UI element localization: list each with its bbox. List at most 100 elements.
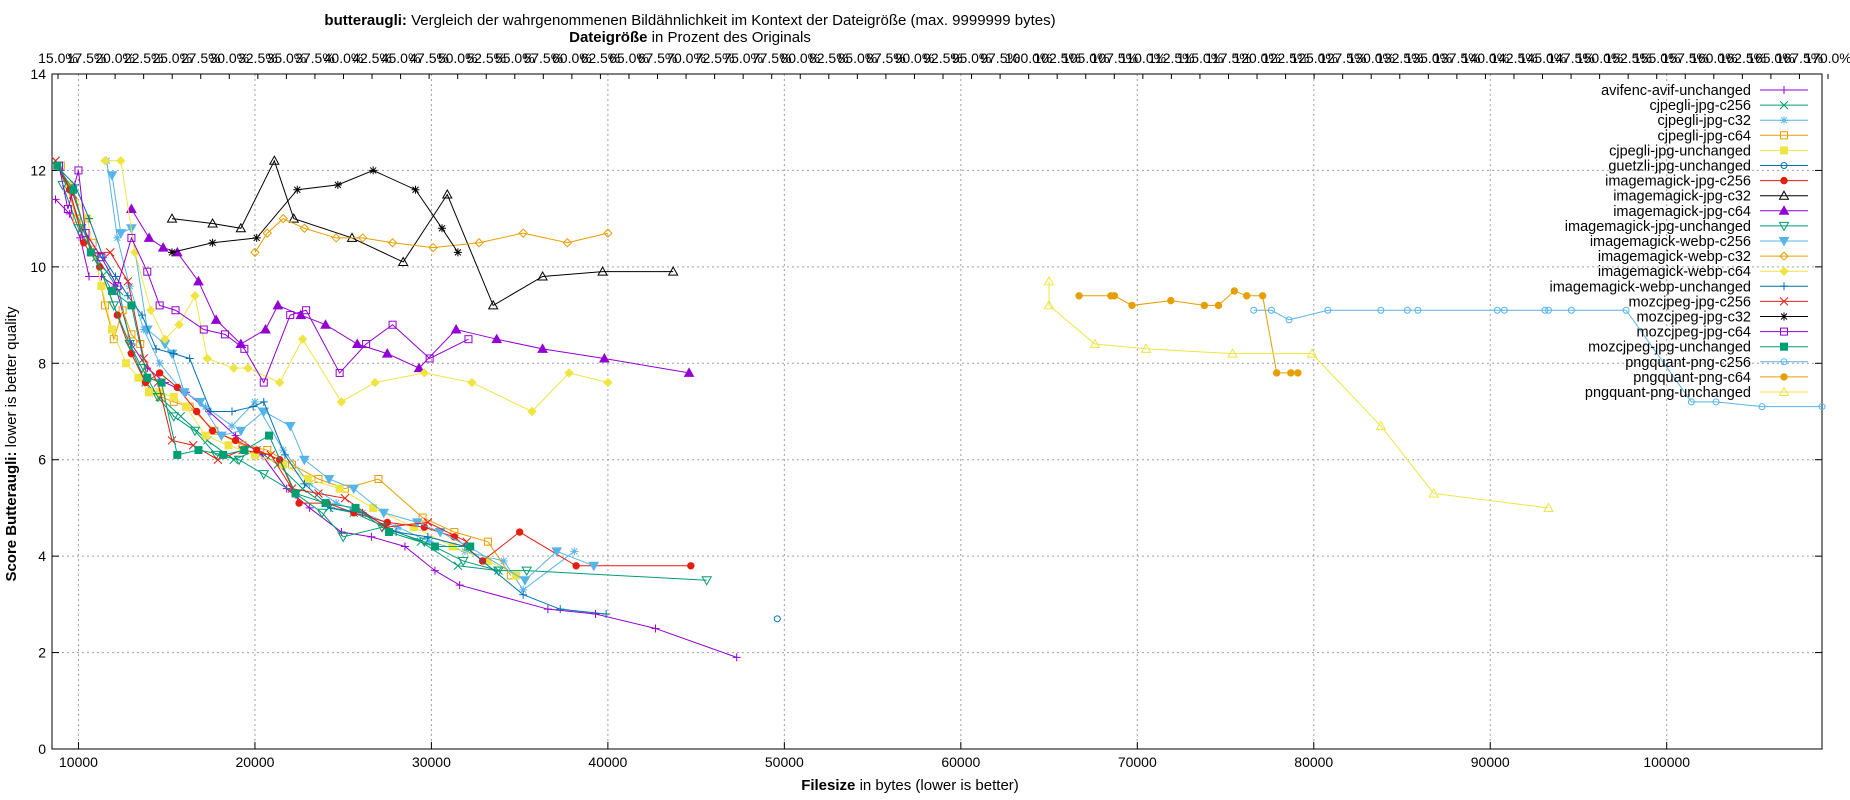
- data-point: [206, 407, 215, 416]
- data-point: [160, 334, 170, 344]
- series-imagemagick-webp-c32: [250, 213, 613, 258]
- data-point: [519, 576, 531, 586]
- series-line: [104, 160, 609, 413]
- data-point: [297, 334, 308, 344]
- data-point: [302, 306, 311, 315]
- data-point: [235, 222, 247, 233]
- data-point: [168, 248, 176, 257]
- data-point: [201, 431, 210, 440]
- top-tick-label: 70.0%: [666, 50, 706, 66]
- data-point: [260, 324, 271, 334]
- data-point: [168, 412, 180, 422]
- data-point: [171, 306, 180, 315]
- y-tick-label: 0: [38, 741, 46, 757]
- top-tick-label: 107.5%: [1091, 50, 1138, 66]
- top-tick-label: 92.5%: [923, 50, 963, 66]
- data-point: [166, 213, 178, 223]
- top-tick-label: 117.5%: [1205, 50, 1251, 66]
- data-point: [194, 446, 203, 455]
- x-tick-label: 80000: [1294, 754, 1333, 770]
- legend-label: pngquant-png-unchanged: [1585, 385, 1751, 401]
- top-tick-label: 57.5%: [523, 50, 563, 66]
- data-point: [305, 479, 314, 488]
- top-tick-label: 152.5%: [1604, 50, 1651, 66]
- legend-entry: cjpegli-jpg-c64: [1658, 128, 1808, 144]
- legend-marker: [1778, 221, 1790, 232]
- data-point: [1128, 301, 1136, 310]
- series-guetzli-jpg-unchanged: [773, 615, 781, 623]
- series-line: [55, 199, 737, 658]
- data-point: [155, 369, 164, 377]
- data-point: [1167, 296, 1175, 305]
- data-point: [1214, 301, 1223, 310]
- data-point: [210, 450, 222, 461]
- data-point: [603, 228, 613, 238]
- data-point: [1377, 306, 1385, 314]
- data-point: [351, 503, 360, 512]
- top-tick-label: 22.5%: [124, 50, 164, 66]
- legend-entry: imagemagick-webp-c32: [1598, 249, 1808, 265]
- data-point: [288, 460, 296, 469]
- data-point: [1110, 292, 1119, 300]
- top-tick-label: 137.5%: [1433, 50, 1480, 66]
- data-point: [597, 266, 608, 276]
- data-point: [219, 450, 228, 459]
- top-tick-label: 167.5%: [1776, 50, 1823, 66]
- data-point: [515, 528, 524, 536]
- data-point: [235, 426, 247, 437]
- top-tick-label: 102.5%: [1033, 50, 1080, 66]
- top-tick-label: 142.5%: [1490, 50, 1537, 66]
- data-point: [316, 508, 328, 519]
- series-pngquant-png-c64: [1075, 287, 1302, 377]
- data-point: [295, 499, 303, 507]
- legend-entry: cjpegli-jpg-unchanged: [1609, 143, 1808, 159]
- series-line: [62, 184, 707, 581]
- data-point: [274, 377, 285, 388]
- top-tick-label: 15.0%: [38, 50, 78, 66]
- top-tick-label: 47.5%: [409, 50, 449, 66]
- data-point: [108, 286, 116, 295]
- data-point: [231, 436, 240, 445]
- legend-label: guetzli-jpg-unchanged: [1608, 159, 1751, 175]
- data-point: [157, 378, 166, 387]
- y-tick-label: 8: [38, 355, 46, 371]
- data-point: [53, 161, 62, 170]
- data-point: [240, 446, 249, 455]
- top-tick-label: 100.0%: [1005, 50, 1052, 66]
- data-point: [1324, 306, 1332, 314]
- data-point: [115, 229, 127, 239]
- legend-label: mozcjpeg-jpg-unchanged: [1588, 340, 1751, 356]
- data-point: [134, 373, 143, 382]
- x-tick-label: 100000: [1643, 754, 1690, 770]
- data-point: [423, 532, 432, 541]
- legend-label: pngquant-png-c256: [1625, 355, 1751, 371]
- series-pngquant-png-unchanged: [1043, 275, 1554, 512]
- legend-entry: cjpegli-jpg-c32: [1658, 113, 1808, 129]
- legend-marker: [1779, 100, 1789, 110]
- top-tick-label: 147.5%: [1547, 50, 1594, 66]
- data-point: [262, 228, 273, 238]
- data-point: [143, 232, 155, 242]
- top-tick-label: 40.0%: [324, 50, 364, 66]
- data-point: [1306, 348, 1318, 358]
- data-point: [483, 537, 492, 546]
- legend-entry: imagemagick-webp-c64: [1598, 264, 1808, 280]
- legend-entry: imagemagick-webp-c256: [1590, 234, 1808, 250]
- data-point: [85, 272, 94, 281]
- top-tick-label: 27.5%: [181, 50, 221, 66]
- x-tick-label: 70000: [1118, 754, 1157, 770]
- legend: avifenc-avif-unchangedcjpegli-jpg-c256cj…: [1549, 83, 1808, 401]
- legend-entry: mozcjpeg-jpg-c32: [1637, 310, 1808, 326]
- axes: 10000 20000 30000 40000 50000 60000 70000 80000…: [30, 66, 1823, 770]
- data-point: [1227, 348, 1238, 358]
- data-point: [388, 320, 397, 329]
- data-point: [85, 214, 94, 223]
- data-point: [174, 320, 184, 330]
- data-point: [323, 475, 335, 485]
- data-point: [603, 377, 613, 388]
- data-point: [337, 532, 349, 543]
- data-point: [145, 388, 154, 397]
- data-point: [288, 213, 300, 223]
- data-point: [423, 518, 433, 527]
